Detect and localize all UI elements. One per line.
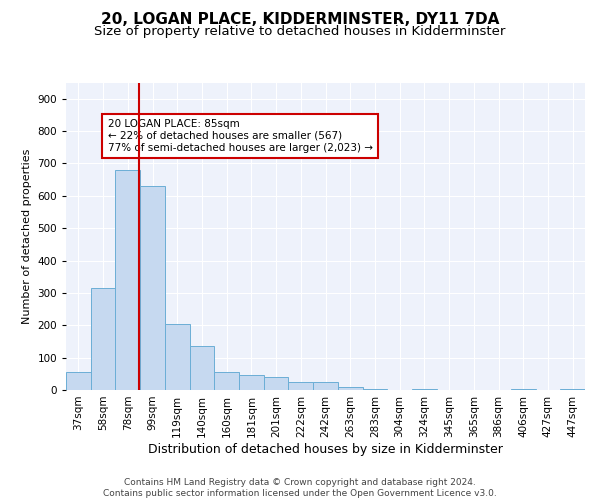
- Bar: [66, 372, 91, 390]
- Y-axis label: Number of detached properties: Number of detached properties: [22, 148, 32, 324]
- Bar: [214, 372, 239, 390]
- Bar: [289, 382, 313, 390]
- Text: 20 LOGAN PLACE: 85sqm
← 22% of detached houses are smaller (567)
77% of semi-det: 20 LOGAN PLACE: 85sqm ← 22% of detached …: [107, 120, 373, 152]
- Bar: [115, 170, 140, 390]
- Bar: [264, 377, 289, 390]
- Bar: [511, 389, 536, 390]
- Bar: [362, 389, 387, 390]
- X-axis label: Distribution of detached houses by size in Kidderminster: Distribution of detached houses by size …: [148, 442, 503, 456]
- Bar: [338, 388, 362, 390]
- Bar: [239, 376, 264, 390]
- Text: Size of property relative to detached houses in Kidderminster: Size of property relative to detached ho…: [94, 25, 506, 38]
- Bar: [165, 324, 190, 390]
- Bar: [560, 389, 585, 390]
- Bar: [140, 186, 165, 390]
- Bar: [412, 389, 437, 390]
- Bar: [190, 346, 214, 390]
- Text: Contains HM Land Registry data © Crown copyright and database right 2024.
Contai: Contains HM Land Registry data © Crown c…: [103, 478, 497, 498]
- Bar: [91, 288, 115, 390]
- Text: 20, LOGAN PLACE, KIDDERMINSTER, DY11 7DA: 20, LOGAN PLACE, KIDDERMINSTER, DY11 7DA: [101, 12, 499, 28]
- Bar: [313, 382, 338, 390]
